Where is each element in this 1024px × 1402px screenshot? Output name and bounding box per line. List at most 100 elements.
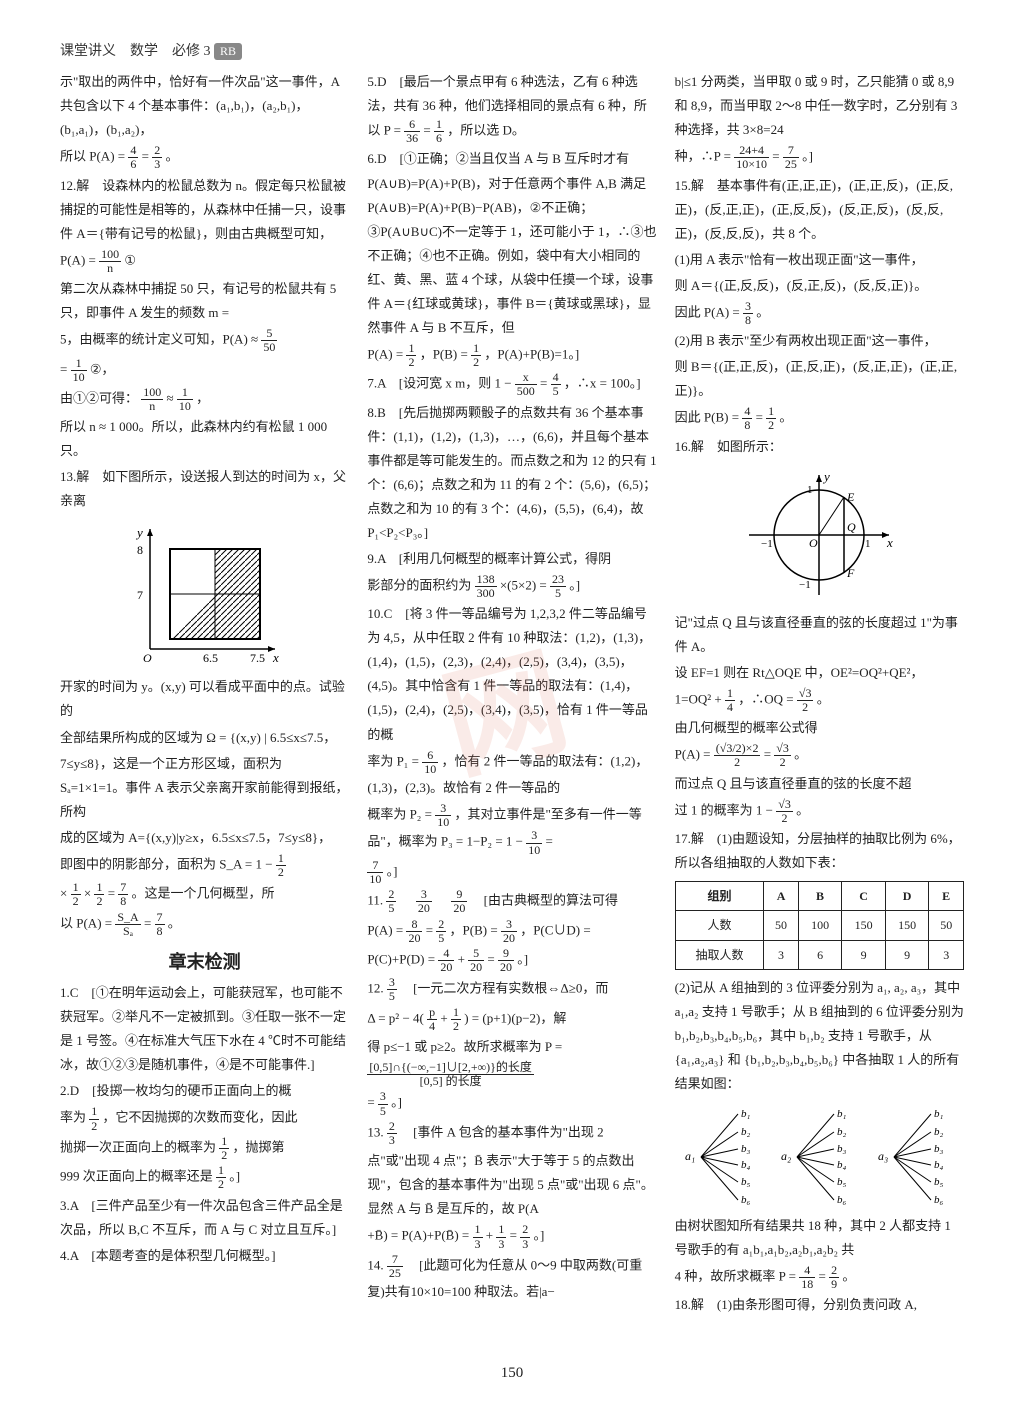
text: +B̄) = P(A)+P(B̄) = 13 + 13 = 23 。] <box>367 1223 656 1250</box>
text: 第二次从森林中捕捉 50 只，有记号的松鼠共有 5 只，即事件 A 发生的频数 … <box>60 277 349 325</box>
svg-text:O: O <box>143 651 152 665</box>
svg-text:O: O <box>809 536 818 550</box>
fraction: [0,5]∩{(−∞,−1]∪[2,+∞)}的长度[0,5] 的长度 <box>367 1061 534 1088</box>
table-row: 人数 50 100 150 150 50 <box>675 911 963 940</box>
text: 13.解 如下图所示，设送报人到达的时间为 x，父亲离 <box>60 465 349 513</box>
fraction: 636 <box>404 118 420 145</box>
text: 过 1 的概率为 1 − √32 。 <box>675 798 964 825</box>
fraction: 13 <box>496 1223 506 1250</box>
fraction: 12 <box>71 881 81 908</box>
fraction: 725 <box>783 144 799 171</box>
fraction: 12 <box>406 342 416 369</box>
fraction: 48 <box>742 405 752 432</box>
text: 概率为 P₂ = 310 ，其对立事件是"至多有一件一等品"，概率为 P₃ = … <box>367 802 656 857</box>
fraction: 920 <box>498 947 514 974</box>
text: 所以 n ≈ 1 000。所以，此森林内约有松鼠 1 000 只。 <box>60 415 349 463</box>
svg-text:F: F <box>846 566 855 580</box>
text: (2)记从 A 组抽到的 3 位评委分别为 a₁, a₂, a₃，其中 a₁,a… <box>675 976 964 1096</box>
fraction: 24+410×10 <box>734 144 769 171</box>
fraction: √32 <box>797 687 814 714</box>
text: 710 。] <box>367 859 656 886</box>
table-row: 抽取人数 3 6 9 9 3 <box>675 940 963 969</box>
th: A <box>764 882 799 911</box>
th: C <box>842 882 886 911</box>
circle-diagram: O E Q F x y −1 1 1 −1 <box>739 465 899 605</box>
text: 所以 P(A) = 46 = 23 。 <box>60 144 349 171</box>
td: 6 <box>798 940 842 969</box>
fraction: S_ASₐ <box>115 911 140 938</box>
fraction: 420 <box>438 947 454 974</box>
svg-text:b₆: b₆ <box>934 1194 944 1206</box>
svg-text:7: 7 <box>137 588 143 602</box>
fraction: x500 <box>515 371 537 398</box>
svg-text:b₁: b₁ <box>837 1108 847 1120</box>
text: 记"过点 Q 且与该直径垂直的弦的长度超过 1"为事件 A。 <box>675 611 964 659</box>
svg-text:1: 1 <box>865 538 871 550</box>
fraction: 100n <box>99 248 121 275</box>
text: 点"或"出现 4 点"；B̄ 表示"大于等于 5 的点数出现"，包含的基本事件为… <box>367 1149 656 1221</box>
text: 7≤y≤8}，这是一个正方形区域，面积为 Sₐ=1×1=1。事件 A 表示父亲离… <box>60 752 349 824</box>
fraction: 46 <box>128 144 138 171</box>
fraction: 29 <box>829 1264 839 1291</box>
svg-text:a₃: a₃ <box>878 1149 888 1163</box>
page-number: 150 <box>501 1365 524 1382</box>
text: 率为 P₁ = 610 ，恰有 2 件一等品的取法有：(1,2)，(1,3)，(… <box>367 749 656 800</box>
svg-text:6.5: 6.5 <box>203 651 218 665</box>
text: 由几何概型的概率公式得 <box>675 716 964 740</box>
text: (2)用 B 表示"至少有两枚出现正面"这一事件， <box>675 329 964 353</box>
fraction: (√3/2)×22 <box>714 742 761 769</box>
chart-shaded-square: 8 7 y O 6.5 7.5 x <box>125 519 285 669</box>
fraction: 12 <box>89 1105 99 1132</box>
fraction: 14 <box>725 687 735 714</box>
fraction: 610 <box>422 749 438 776</box>
text: 17.解 (1)由题设知，分层抽样的抽取比例为 6%，所以各组抽取的人数如下表： <box>675 827 964 875</box>
fraction: 320 <box>416 888 432 915</box>
td: 9 <box>842 940 886 969</box>
svg-text:8: 8 <box>137 543 143 557</box>
svg-text:b₃: b₃ <box>741 1143 751 1155</box>
svg-text:b₄: b₄ <box>934 1159 944 1171</box>
text: (1)用 A 表示"恰有一枚出现正面"这一事件， <box>675 248 964 272</box>
fraction: 78 <box>118 881 128 908</box>
fraction: 16 <box>434 118 444 145</box>
text: 3.A [三件产品至少有一件次品包含三件产品全是次品，所以 B,C 不互斥，而 … <box>60 1194 349 1242</box>
text: 4 种，故所求概率 P = 418 = 29 。 <box>675 1264 964 1291</box>
text: 16.解 如图所示： <box>675 435 964 459</box>
text: 开家的时间为 y。(x,y) 可以看成平面中的点。试验的 <box>60 675 349 723</box>
text: 影部分的面积约为 138300 ×(5×2) = 235 。] <box>367 573 656 600</box>
fraction: 45 <box>551 371 561 398</box>
text: 全部结果所构成的区域为 Ω = {(x,y) | 6.5≤x≤7.5， <box>60 726 349 750</box>
svg-text:1: 1 <box>807 484 813 496</box>
text: P(A) = 100n ① <box>60 248 349 275</box>
svg-text:b₆: b₆ <box>837 1194 847 1206</box>
text: = 35 。] <box>367 1090 656 1117</box>
columns: 示"取出的两件中，恰好有一件次品"这一事件，A 共包含以下 4 个基本事件：(a… <box>60 70 964 1319</box>
svg-text:b₁: b₁ <box>741 1108 751 1120</box>
text: P(A) = 820 = 25 ，P(B) = 320 ，P(C∪D) = <box>367 918 656 945</box>
text: 由①②可得： 100n ≈ 110 ， <box>60 386 349 413</box>
svg-text:x: x <box>886 535 893 550</box>
svg-text:Q: Q <box>847 520 856 534</box>
text: Δ = p² − 4( p4 + 12 ) = (p+1)(p−2)，解 <box>367 1006 656 1033</box>
text: 9.A [利用几何概型的概率计算公式，得阴 <box>367 547 656 571</box>
fraction: 310 <box>526 829 542 856</box>
td: 50 <box>764 911 799 940</box>
text: 因此 P(A) = 38 。 <box>675 300 964 327</box>
svg-text:b₃: b₃ <box>837 1143 847 1155</box>
svg-text:y: y <box>135 525 143 540</box>
svg-text:7.5: 7.5 <box>250 651 265 665</box>
text: 而过点 Q 且与该直径垂直的弦的长度不超 <box>675 772 964 796</box>
fraction: 235 <box>550 573 566 600</box>
svg-text:a₁: a₁ <box>685 1149 695 1163</box>
svg-text:b₅: b₅ <box>934 1176 944 1188</box>
text: 以 P(A) = S_ASₐ = 78 。 <box>60 911 349 938</box>
text: 18.解 (1)由条形图可得，分别负责问政 A, <box>675 1293 964 1317</box>
column-1: 示"取出的两件中，恰好有一件次品"这一事件，A 共包含以下 4 个基本事件：(a… <box>60 70 349 1319</box>
page-header: 课堂讲义 数学 必修 3 RB <box>60 40 964 60</box>
fraction: p4 <box>427 1006 437 1033</box>
td: 抽取人数 <box>675 940 764 969</box>
text: 12.解 设森林内的松鼠总数为 n。假定每只松鼠被捕捉的可能性是相等的，从森林中… <box>60 174 349 246</box>
th: D <box>885 882 929 911</box>
fraction: 78 <box>155 911 165 938</box>
svg-text:b₃: b₃ <box>934 1143 944 1155</box>
